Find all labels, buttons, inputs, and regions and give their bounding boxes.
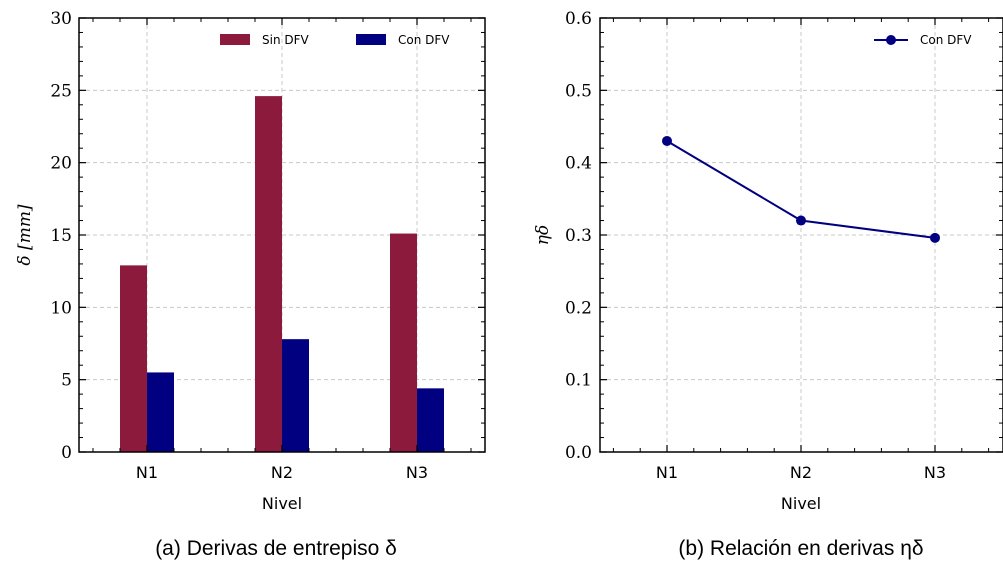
- bar-sin-dfv-n1: [120, 265, 147, 452]
- legend-marker-con-dfv: [886, 35, 896, 45]
- x-axis-label: Nivel: [781, 494, 821, 513]
- bar-sin-dfv-n3: [390, 233, 417, 452]
- y-tick-label: 0: [61, 443, 72, 463]
- bar-con-dfv-n1: [147, 372, 174, 452]
- ratio-line-chart: 0.0 0.1 0.2 0.3 0.4 0.5 0.6 N1 N2 N3 Con DFV Nive…: [533, 9, 1003, 560]
- y-tick-label: 0.0: [565, 443, 592, 463]
- y-axis-label: ηδ: [533, 225, 553, 245]
- y-tick-label: 0.5: [565, 81, 592, 101]
- legend-swatch-con-dfv: [356, 34, 386, 45]
- legend-label-sin-dfv: Sin DFV: [262, 33, 310, 47]
- y-tick-label: 0.3: [565, 226, 592, 246]
- y-tick-label: 20: [50, 154, 72, 174]
- bar-con-dfv-n2: [282, 339, 309, 452]
- x-tick-label: N1: [656, 463, 678, 482]
- y-tick-label: 25: [50, 81, 72, 101]
- caption-a: (a) Derivas de entrepiso δ: [155, 537, 397, 560]
- point-con-dfv-n1: [662, 135, 672, 146]
- y-tick-label: 0.2: [565, 298, 592, 318]
- x-tick-label: N1: [136, 463, 158, 482]
- ticks: 0 5 10 15 20 25 30 N1 N2 N3: [50, 9, 485, 482]
- ticks: 0.0 0.1 0.2 0.3 0.4 0.5 0.6 N1 N2 N3: [565, 9, 1003, 482]
- bar-con-dfv-n3: [417, 388, 444, 452]
- bars: [120, 96, 444, 453]
- x-tick-label: N2: [271, 463, 293, 482]
- series-line: [662, 135, 940, 243]
- x-tick-label: N3: [406, 463, 428, 482]
- y-tick-label: 30: [50, 9, 72, 29]
- legend: Con DFV: [874, 33, 972, 47]
- y-tick-label: 5: [61, 371, 72, 391]
- y-tick-label: 0.6: [565, 9, 592, 29]
- y-tick-label: 0.4: [565, 154, 592, 174]
- legend: Sin DFV Con DFV: [220, 33, 450, 47]
- y-axis-label: δ [mm]: [15, 204, 35, 266]
- y-tick-label: 0.1: [565, 371, 592, 391]
- legend-label-con-dfv: Con DFV: [920, 33, 972, 47]
- legend-label-con-dfv: Con DFV: [398, 33, 450, 47]
- bar-sin-dfv-n2: [255, 96, 282, 453]
- caption-b: (b) Relación en derivas ηδ: [678, 537, 923, 560]
- point-con-dfv-n2: [796, 215, 806, 226]
- y-tick-label: 10: [50, 298, 72, 318]
- x-tick-label: N3: [924, 463, 946, 482]
- point-con-dfv-n3: [930, 232, 940, 243]
- x-axis-label: Nivel: [262, 494, 302, 513]
- drift-bar-chart: 0 5 10 15 20 25 30 N1 N2 N3 Sin DFV Con DFV Nivel…: [15, 9, 486, 560]
- y-tick-label: 15: [50, 226, 72, 246]
- x-tick-label: N2: [790, 463, 812, 482]
- grid-lines: [600, 18, 1003, 452]
- legend-swatch-sin-dfv: [220, 34, 250, 45]
